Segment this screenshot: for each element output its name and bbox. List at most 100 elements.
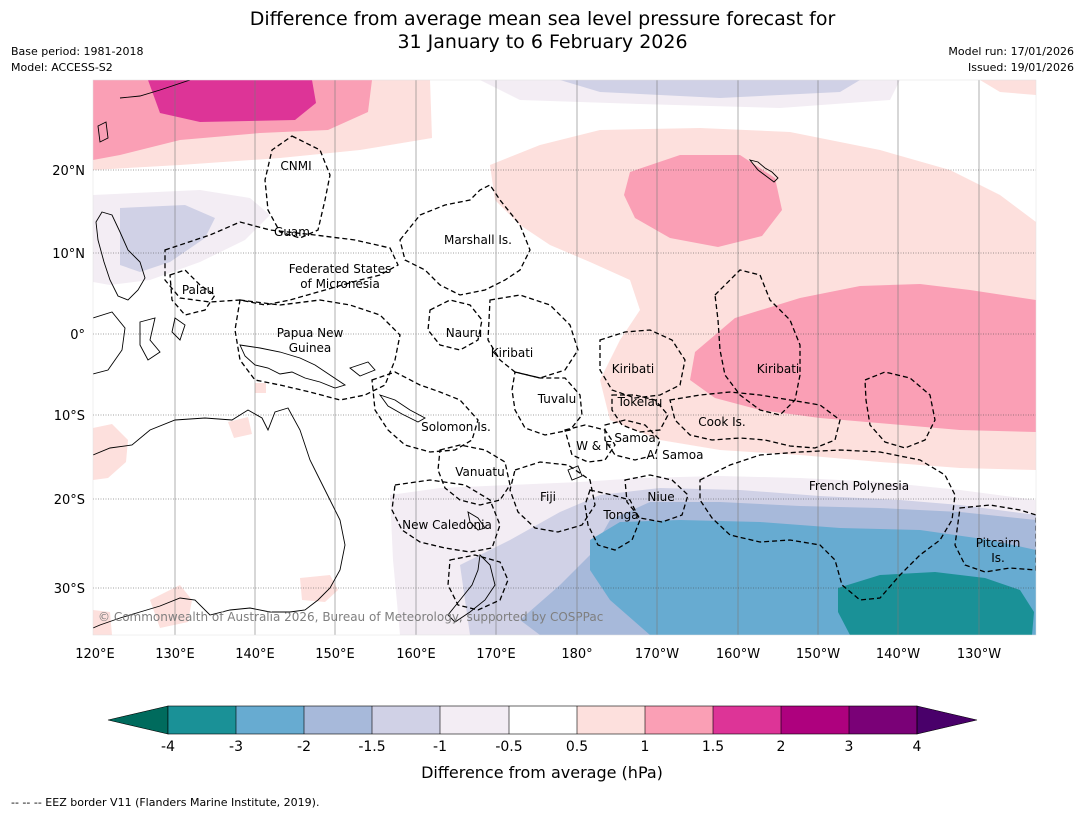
label-french-polynesia: French Polynesia	[809, 479, 909, 493]
colorbar-outline	[167, 705, 918, 735]
eez-footnote: -- -- -- EEZ border V11 (Flanders Marine…	[11, 796, 320, 809]
label-nauru: Nauru	[446, 326, 482, 340]
colorbar-tick: 0.5	[566, 739, 588, 755]
colorbar-bin	[304, 706, 372, 734]
colorbar-extend-high	[916, 705, 978, 735]
colorbar-bin	[372, 706, 440, 734]
lat-tick: 20°S	[54, 493, 85, 508]
title-line-2: 31 January to 6 February 2026	[397, 31, 688, 53]
eez-png	[234, 299, 401, 401]
label-pitcairn-2: Is.	[991, 551, 1005, 565]
eez-norfolk	[447, 554, 509, 611]
colorbar-ticks: -4 -3 -2 -1.5 -1 -0.5 0.5 1 1.5 2 3 4	[161, 739, 922, 755]
map-frame	[92, 79, 1037, 636]
anomaly-pos-1-central-north	[624, 155, 782, 247]
colorbar-bin	[577, 706, 645, 734]
anomaly-pos-05-topright	[980, 80, 1036, 95]
coastlines	[93, 80, 779, 629]
anomaly-neg-3-south	[838, 572, 1034, 635]
label-palau: Palau	[182, 283, 214, 297]
eez-solomon	[371, 371, 479, 453]
map-area: CNMI Guam Marshall Is. Federated States …	[93, 80, 1036, 635]
anomaly-pos-05-patch-5	[150, 585, 192, 628]
lat-tick: 10°N	[52, 247, 85, 262]
meta-right: Model run: 17/01/2026 Issued: 19/01/2026	[948, 44, 1074, 76]
eez-kiribati-phoenix	[599, 329, 686, 399]
eez-cnmi	[264, 135, 331, 239]
colorbar-tick: -0.5	[495, 739, 522, 755]
region-labels: CNMI Guam Marshall Is. Federated States …	[182, 159, 1020, 565]
graticule	[93, 80, 1036, 635]
base-period: Base period: 1981-2018	[11, 45, 144, 58]
australia-coast	[93, 407, 346, 629]
colorbar-tick: -4	[161, 739, 175, 755]
anomaly-pos-05-patch-4	[300, 575, 338, 602]
japan-coast	[119, 80, 191, 99]
eez-tuvalu	[511, 371, 583, 436]
eez-new-caledonia	[391, 479, 501, 553]
lon-tick: 140°W	[876, 647, 920, 662]
eez-tonga	[584, 489, 641, 551]
label-samoa: Samoa	[614, 431, 655, 445]
label-kiribati-phoenix: Kiribati	[612, 362, 654, 376]
new-caledonia-coast	[467, 511, 486, 531]
lon-tick: 170°W	[635, 647, 679, 662]
colorbar-bin	[440, 706, 509, 734]
eez-nauru	[427, 299, 483, 351]
map-title: Difference from average mean sea level p…	[0, 8, 1085, 54]
eez-borders	[164, 135, 1036, 611]
label-tonga: Tonga	[602, 508, 638, 522]
label-vanuatu: Vanuatu	[455, 465, 505, 479]
title-line-1: Difference from average mean sea level p…	[249, 8, 836, 30]
halmahera-coast	[171, 317, 186, 341]
colorbar-extend-low	[107, 705, 169, 735]
label-new-caledonia: New Caledonia	[402, 518, 492, 532]
label-cook: Cook Is.	[698, 415, 745, 429]
anomaly-pos-05-patch-2	[255, 383, 266, 393]
colorbar: -4 -3 -2 -1.5 -1 -0.5 0.5 1 1.5 2 3 4 Di…	[107, 705, 978, 782]
colorbar-tick: -1	[433, 739, 447, 755]
lon-tick: 170°E	[476, 647, 516, 662]
taiwan-coast	[97, 121, 109, 143]
colorbar-tick: 1	[641, 739, 650, 755]
eez-kiribati-gilbert	[487, 294, 579, 379]
lat-tick: 0°	[70, 328, 85, 343]
anomaly-neg-1-top	[560, 80, 860, 98]
label-kiribati-gilbert: Kiribati	[491, 346, 533, 360]
eez-fiji	[509, 461, 596, 533]
label-american-samoa: A. Samoa	[647, 448, 704, 462]
colorbar-tick: 4	[913, 739, 922, 755]
new-britain-coast	[349, 361, 376, 377]
colorbar-tick: 3	[845, 739, 854, 755]
lon-tick: 180°	[561, 647, 592, 662]
anomaly-pos-1-east	[690, 284, 1036, 432]
lon-tick: 140°E	[235, 647, 275, 662]
eez-wallis-futuna	[564, 424, 616, 463]
eez-pitcairn	[954, 504, 1036, 573]
lon-tick: 150°W	[796, 647, 840, 662]
colorbar-label: Difference from average (hPa)	[421, 763, 663, 782]
lat-tick: 30°S	[54, 582, 85, 597]
lon-tick: 130°E	[155, 647, 195, 662]
lon-tick: 160°W	[716, 647, 760, 662]
latitude-ticks: 20°N 10°N 0° 10°S 20°S 30°S	[52, 164, 85, 597]
lon-tick: 130°W	[957, 647, 1001, 662]
lon-tick: 120°E	[75, 647, 115, 662]
colorbar-bin	[849, 706, 917, 734]
label-wallis-futuna: W & F	[576, 439, 612, 453]
hawaii-coast	[748, 159, 779, 183]
philippines-coast	[95, 211, 146, 301]
model-name: Model: ACCESS-S2	[11, 61, 113, 74]
colorbar-tick: 2	[777, 739, 786, 755]
colorbar-tick: -2	[297, 739, 311, 755]
meta-left: Base period: 1981-2018 Model: ACCESS-S2	[11, 44, 143, 76]
label-png-1: Papua New	[277, 326, 344, 340]
colorbar-tick: 1.5	[702, 739, 724, 755]
anomaly-pos-05-patch-1	[228, 417, 252, 438]
label-tuvalu: Tuvalu	[537, 392, 577, 406]
label-fsm-2: of Micronesia	[300, 277, 380, 291]
colorbar-bin	[713, 706, 781, 734]
label-pitcairn-1: Pitcairn	[976, 536, 1021, 550]
anomaly-pos-15-nw	[148, 80, 316, 122]
